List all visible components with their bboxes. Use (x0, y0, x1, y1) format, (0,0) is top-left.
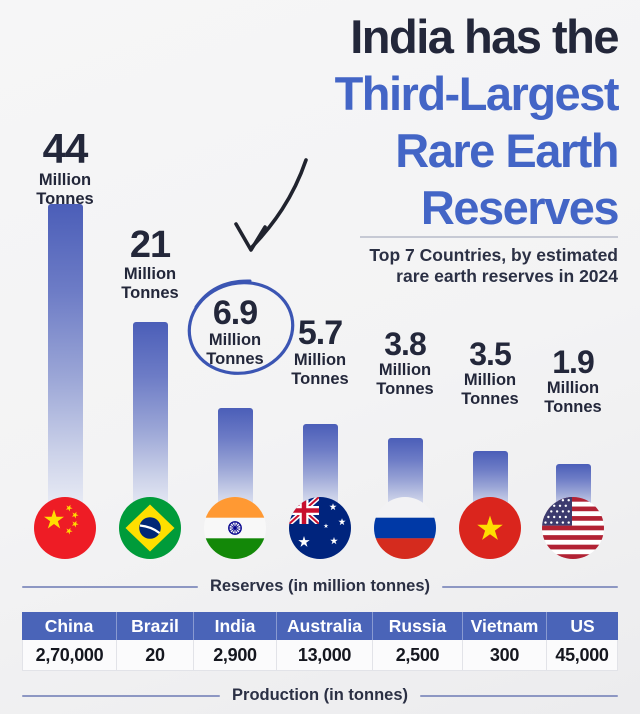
reserve-bar-china (47, 204, 83, 516)
bar-value-label-russia: 3.8 Million Tonnes (350, 328, 460, 399)
bar-value-label-brazil: 21 Million Tonnes (95, 226, 205, 303)
bar-value-label-vietnam: 3.5 Million Tonnes (435, 338, 545, 409)
bar-unit-label: Tonnes (544, 397, 602, 416)
table-value-china: 2,70,000 (22, 640, 117, 671)
australia-flag-icon (289, 497, 351, 559)
bar-unit-label: Tonnes (121, 283, 179, 302)
table-header-russia: Russia (373, 612, 463, 640)
bar-value-label-us: 1.9 Million Tonnes (518, 346, 628, 417)
reserve-bar-brazil (132, 322, 168, 516)
bar-unit-label: Million (378, 360, 432, 379)
russia-flag-icon (374, 497, 436, 559)
highlight-arrow-icon (250, 158, 308, 249)
bar-value-us: 1.9 (552, 344, 594, 380)
divider-line (442, 585, 618, 588)
vietnam-flag-icon (459, 497, 521, 559)
table-value-vietnam: 300 (463, 640, 547, 671)
bar-unit-label: Million (546, 378, 600, 397)
title-line-black: India has the (350, 10, 619, 63)
bar-unit-label: Million (293, 350, 347, 369)
bar-unit-label: Million (38, 170, 92, 189)
table-value-india: 2,900 (194, 640, 277, 671)
table-value-us: 45,000 (547, 640, 618, 671)
us-flag-icon (542, 497, 604, 559)
bar-value-label-australia: 5.7 Million Tonnes (265, 316, 375, 389)
reserves-caption-row: Reserves (in million tonnes) (22, 577, 618, 596)
bar-unit-label: Tonnes (376, 379, 434, 398)
subtitle-line-2: rare earth reserves in 2024 (396, 266, 618, 286)
reserves-caption: Reserves (in million tonnes) (209, 577, 431, 595)
production-caption-row: Production (in tonnes) (22, 686, 619, 705)
table-value-brazil: 20 (117, 640, 194, 671)
table-header-row: China Brazil India Australia Russia Vietnam US (22, 612, 618, 640)
title-line-blue-1: Third-Largest (334, 67, 620, 120)
bar-value-label-china: 44 Million Tonnes (10, 125, 120, 209)
bar-unit-label: Million (123, 264, 177, 283)
bar-unit-label: Tonnes (291, 369, 349, 388)
divider-line (22, 694, 221, 697)
bar-value-china: 44 (42, 125, 89, 172)
title-line-blue-2: Rare Earth (395, 124, 619, 177)
india-flag-icon (204, 497, 266, 559)
bar-unit-label: Million (463, 370, 517, 389)
bar-value-vietnam: 3.5 (469, 336, 511, 372)
production-caption: Production (in tonnes) (232, 686, 408, 704)
title-line-blue-3: Reserves (420, 181, 620, 234)
table-header-brazil: Brazil (117, 612, 194, 640)
table-header-vietnam: Vietnam (463, 612, 547, 640)
page-title: India has the Third-Largest Rare Earth R… (334, 8, 620, 236)
table-value-russia: 2,500 (373, 640, 463, 671)
bar-value-russia: 3.8 (384, 326, 426, 362)
table-header-australia: Australia (277, 612, 373, 640)
bar-unit-label: Tonnes (36, 189, 94, 208)
subtitle-line-1: Top 7 Countries, by estimated (369, 245, 618, 265)
brazil-flag-icon (119, 497, 181, 559)
chart-subtitle: Top 7 Countries, by estimated rare earth… (360, 236, 618, 287)
bar-unit-label: Tonnes (461, 389, 519, 408)
production-table: China Brazil India Australia Russia Vietnam US… (22, 612, 618, 671)
china-flag-icon (34, 497, 96, 559)
bar-value-australia: 5.7 (297, 314, 343, 352)
table-data-row: 2,70,000 20 2,900 13,000 2,500 300 45,000 (22, 640, 618, 671)
highlight-arrowhead-icon (234, 222, 267, 252)
divider-line (420, 694, 619, 697)
table-header-india: India (194, 612, 277, 640)
divider-line (22, 585, 198, 588)
table-header-china: China (22, 612, 117, 640)
table-header-us: US (570, 616, 595, 636)
bar-value-brazil: 21 (129, 224, 171, 266)
table-value-australia: 13,000 (277, 640, 373, 671)
